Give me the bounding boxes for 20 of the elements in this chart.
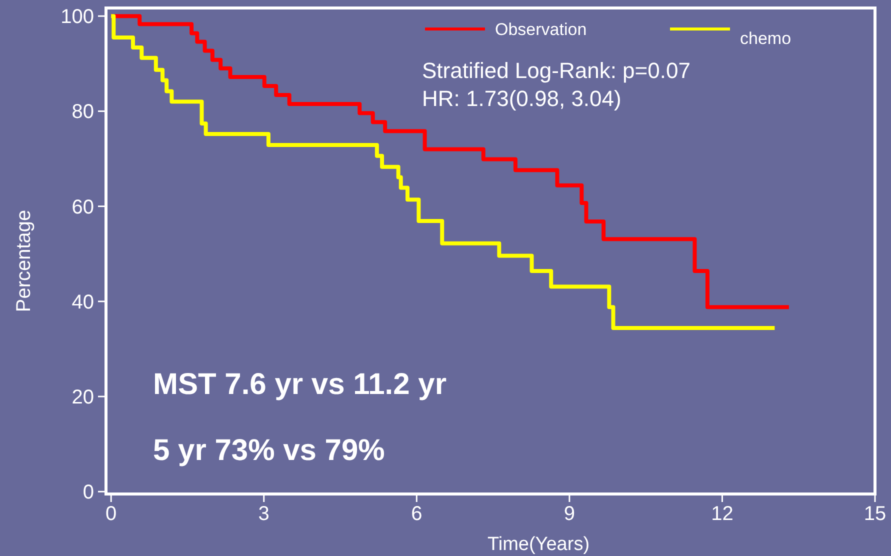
y-tick-label: 20: [72, 386, 94, 409]
y-tick-label: 80: [72, 101, 94, 124]
legend-label: chemo: [740, 28, 792, 48]
x-tick-label: 12: [711, 503, 734, 525]
annotation: 5 yr 73% vs 79%: [153, 434, 385, 467]
y-tick-label: 60: [72, 196, 94, 218]
x-tick-label: 6: [411, 503, 422, 525]
annotation: MST 7.6 yr vs 11.2 yr: [153, 368, 447, 401]
annotation: Stratified Log-Rank: p=0.07: [422, 58, 690, 83]
legend-label: Observation: [495, 20, 587, 39]
x-tick-label: 3: [258, 503, 270, 525]
y-tick-label: 100: [60, 6, 94, 28]
x-tick-label: 0: [106, 503, 117, 525]
x-tick-label: 9: [564, 503, 575, 525]
x-axis-title: Time(Years): [487, 534, 590, 555]
y-axis-title: Percentage: [13, 210, 35, 312]
y-tick-label: 0: [82, 482, 94, 504]
annotation: HR: 1.73(0.98, 3.04): [422, 86, 622, 111]
y-tick-label: 40: [72, 291, 94, 314]
x-tick-label: 15: [864, 503, 886, 525]
